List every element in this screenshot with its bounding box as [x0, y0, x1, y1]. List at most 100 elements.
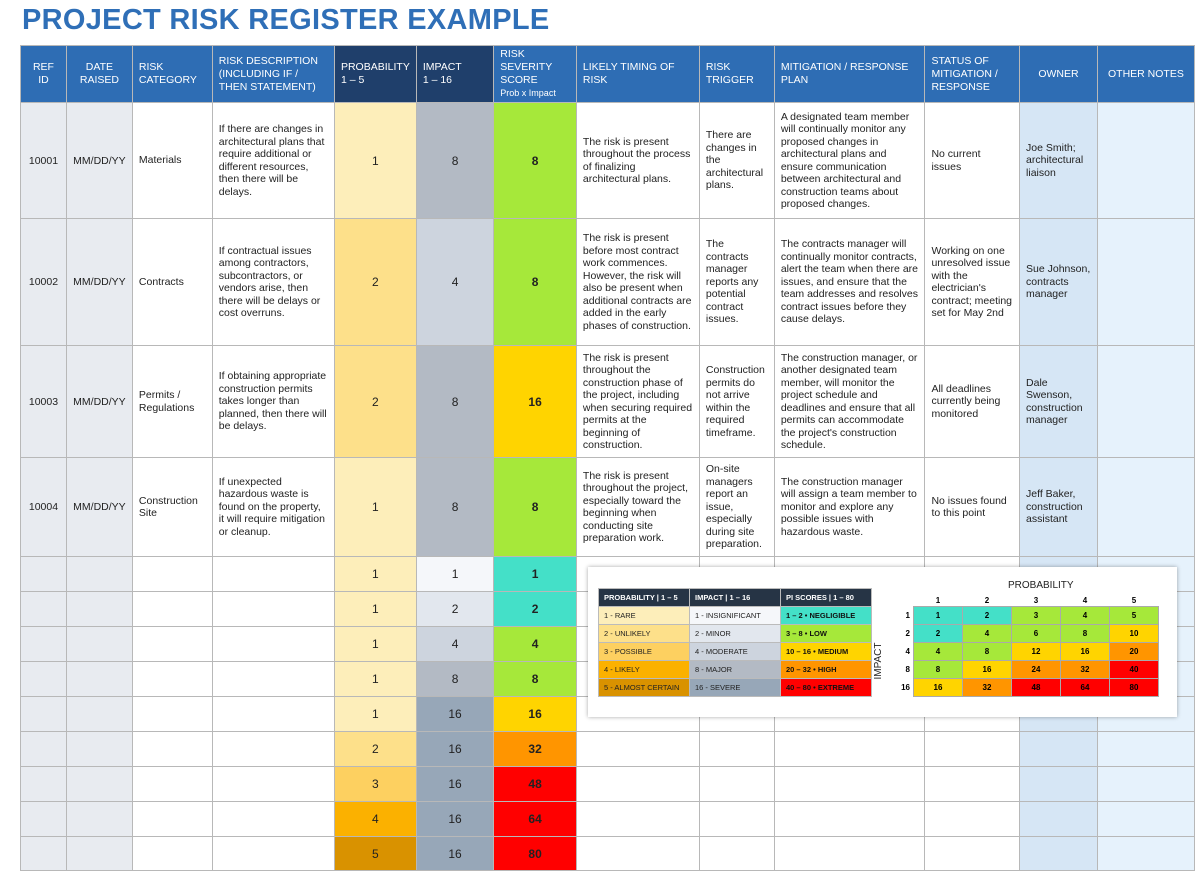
cell-probability[interactable]: 1: [333, 102, 417, 219]
cell-category[interactable]: [131, 731, 213, 767]
cell-date[interactable]: [65, 626, 133, 662]
cell-impact[interactable]: 4: [415, 218, 495, 346]
cell-score[interactable]: 32: [493, 731, 577, 767]
cell-impact[interactable]: 1: [415, 556, 495, 592]
cell-notes[interactable]: [1096, 801, 1195, 837]
cell-timing[interactable]: The risk is present before most contract…: [575, 218, 700, 346]
cell-probability[interactable]: 3: [333, 766, 417, 802]
cell-date[interactable]: MM/DD/YY: [65, 102, 133, 219]
cell-category[interactable]: Construction Site: [131, 457, 213, 557]
cell-category[interactable]: [131, 801, 213, 837]
cell-trigger[interactable]: [698, 801, 775, 837]
cell-impact[interactable]: 16: [415, 836, 495, 871]
cell-date[interactable]: MM/DD/YY: [65, 218, 133, 346]
cell-description[interactable]: [211, 626, 335, 662]
cell-impact[interactable]: 8: [415, 457, 495, 557]
cell-timing[interactable]: [575, 766, 700, 802]
cell-score[interactable]: 48: [493, 766, 577, 802]
cell-score[interactable]: 8: [493, 457, 577, 557]
cell-trigger[interactable]: [698, 766, 775, 802]
cell-owner[interactable]: [1019, 766, 1098, 802]
cell-status[interactable]: [924, 731, 1021, 767]
cell-description[interactable]: If contractual issues among contractors,…: [211, 218, 335, 346]
cell-probability[interactable]: 1: [333, 457, 417, 557]
cell-score[interactable]: 8: [493, 102, 577, 219]
cell-mitigation[interactable]: A designated team member will continuall…: [773, 102, 926, 219]
cell-description[interactable]: [211, 836, 335, 871]
cell-description[interactable]: If obtaining appropriate construction pe…: [211, 345, 335, 458]
cell-ref[interactable]: [20, 696, 67, 732]
cell-ref[interactable]: 10002: [20, 218, 67, 346]
cell-status[interactable]: [924, 801, 1021, 837]
cell-ref[interactable]: [20, 766, 67, 802]
cell-owner[interactable]: Dale Swenson, construction manager: [1019, 345, 1098, 458]
cell-category[interactable]: [131, 766, 213, 802]
cell-trigger[interactable]: There are changes in the architectural p…: [698, 102, 775, 219]
cell-date[interactable]: [65, 836, 133, 871]
cell-trigger[interactable]: The contracts manager reports any potent…: [698, 218, 775, 346]
cell-mitigation[interactable]: [773, 836, 926, 871]
cell-score[interactable]: 1: [493, 556, 577, 592]
cell-mitigation[interactable]: The construction manager will assign a t…: [773, 457, 926, 557]
cell-ref[interactable]: [20, 801, 67, 837]
cell-ref[interactable]: [20, 591, 67, 627]
cell-owner[interactable]: [1019, 836, 1098, 871]
cell-category[interactable]: Contracts: [131, 218, 213, 346]
cell-owner[interactable]: [1019, 731, 1098, 767]
cell-status[interactable]: No current issues: [924, 102, 1021, 219]
cell-status[interactable]: All deadlines currently being monitored: [924, 345, 1021, 458]
cell-timing[interactable]: The risk is present throughout the proce…: [575, 102, 700, 219]
cell-ref[interactable]: [20, 626, 67, 662]
cell-timing[interactable]: The risk is present throughout the proje…: [575, 457, 700, 557]
cell-date[interactable]: [65, 731, 133, 767]
cell-status[interactable]: Working on one unresolved issue with the…: [924, 218, 1021, 346]
cell-ref[interactable]: 10004: [20, 457, 67, 557]
cell-score[interactable]: 80: [493, 836, 577, 871]
cell-timing[interactable]: The risk is present throughout the const…: [575, 345, 700, 458]
cell-notes[interactable]: [1096, 218, 1195, 346]
cell-category[interactable]: Materials: [131, 102, 213, 219]
cell-mitigation[interactable]: The contracts manager will continually m…: [773, 218, 926, 346]
cell-category[interactable]: [131, 591, 213, 627]
cell-mitigation[interactable]: [773, 801, 926, 837]
cell-date[interactable]: MM/DD/YY: [65, 457, 133, 557]
cell-category[interactable]: [131, 626, 213, 662]
cell-impact[interactable]: 8: [415, 661, 495, 697]
cell-owner[interactable]: Joe Smith; architectural liaison: [1019, 102, 1098, 219]
cell-owner[interactable]: Sue Johnson, contracts manager: [1019, 218, 1098, 346]
cell-description[interactable]: [211, 766, 335, 802]
cell-notes[interactable]: [1096, 345, 1195, 458]
cell-trigger[interactable]: [698, 731, 775, 767]
cell-description[interactable]: [211, 801, 335, 837]
cell-status[interactable]: No issues found to this point: [924, 457, 1021, 557]
cell-date[interactable]: [65, 766, 133, 802]
cell-probability[interactable]: 1: [333, 591, 417, 627]
cell-owner[interactable]: [1019, 801, 1098, 837]
cell-timing[interactable]: [575, 801, 700, 837]
cell-probability[interactable]: 1: [333, 661, 417, 697]
cell-score[interactable]: 16: [493, 696, 577, 732]
cell-score[interactable]: 2: [493, 591, 577, 627]
cell-trigger[interactable]: On-site managers report an issue, especi…: [698, 457, 775, 557]
cell-date[interactable]: [65, 661, 133, 697]
cell-description[interactable]: [211, 731, 335, 767]
cell-category[interactable]: [131, 696, 213, 732]
cell-timing[interactable]: [575, 731, 700, 767]
cell-notes[interactable]: [1096, 731, 1195, 767]
cell-score[interactable]: 8: [493, 661, 577, 697]
cell-impact[interactable]: 2: [415, 591, 495, 627]
cell-category[interactable]: [131, 556, 213, 592]
cell-probability[interactable]: 1: [333, 626, 417, 662]
cell-trigger[interactable]: [698, 836, 775, 871]
cell-mitigation[interactable]: [773, 766, 926, 802]
cell-impact[interactable]: 16: [415, 696, 495, 732]
cell-description[interactable]: If unexpected hazardous waste is found o…: [211, 457, 335, 557]
cell-impact[interactable]: 16: [415, 766, 495, 802]
cell-impact[interactable]: 8: [415, 102, 495, 219]
cell-probability[interactable]: 5: [333, 836, 417, 871]
cell-impact[interactable]: 16: [415, 731, 495, 767]
cell-description[interactable]: [211, 696, 335, 732]
cell-ref[interactable]: 10003: [20, 345, 67, 458]
cell-ref[interactable]: [20, 661, 67, 697]
cell-description[interactable]: If there are changes in architectural pl…: [211, 102, 335, 219]
